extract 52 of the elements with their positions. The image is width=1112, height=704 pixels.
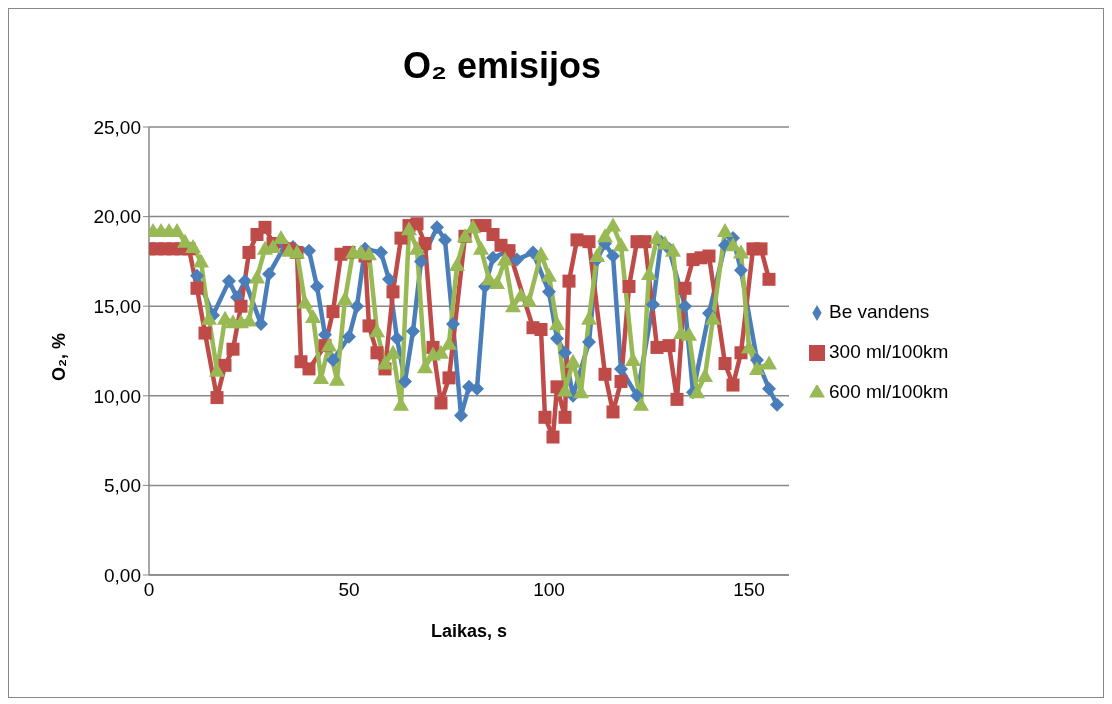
- point: [770, 397, 784, 412]
- point: [374, 245, 388, 260]
- legend-label: 600 ml/100km: [829, 381, 949, 402]
- x-tick-label: 100: [533, 579, 565, 601]
- point: [398, 374, 412, 389]
- point: [550, 331, 564, 346]
- y-tick-label: 20,00: [93, 206, 141, 228]
- point: [582, 335, 596, 350]
- point: [262, 266, 276, 281]
- point: [678, 299, 692, 314]
- y-tick-label: 25,00: [93, 116, 141, 138]
- point: [526, 245, 540, 260]
- point: [646, 297, 660, 312]
- point: [430, 220, 444, 235]
- point: [350, 299, 364, 314]
- y-tick-label: 5,00: [104, 475, 141, 497]
- point: [318, 327, 332, 342]
- point: [734, 263, 748, 278]
- legend-label: 300 ml/100km: [829, 341, 949, 362]
- y-axis-title: O₂, %: [49, 332, 70, 381]
- point: [446, 317, 460, 332]
- point: [406, 324, 420, 339]
- x-tick-label: 0: [143, 579, 155, 601]
- x-tick-label: 150: [733, 579, 765, 601]
- y-tick-label: 10,00: [93, 385, 141, 407]
- point: [614, 361, 628, 376]
- y-tick-label: 0,00: [104, 564, 141, 586]
- point: [542, 284, 556, 299]
- point: [558, 345, 572, 360]
- point: [302, 243, 316, 258]
- point: [438, 232, 452, 247]
- point: [310, 279, 324, 294]
- y-tick-label: 15,00: [93, 295, 141, 317]
- point: [510, 252, 524, 267]
- point: [414, 254, 428, 269]
- point: [762, 381, 776, 396]
- point: [606, 249, 620, 264]
- point: [454, 408, 468, 423]
- point: [486, 250, 500, 265]
- point: [470, 381, 484, 396]
- point: [342, 329, 356, 344]
- point: [222, 274, 236, 289]
- legend-label: Be vandens: [829, 301, 930, 322]
- point: [390, 331, 404, 346]
- point: [630, 388, 644, 403]
- x-tick-label: 50: [338, 579, 360, 601]
- point: [190, 268, 204, 283]
- chart-title: O₂ emisijos: [401, 45, 603, 87]
- point: [382, 272, 396, 287]
- point: [326, 352, 340, 367]
- x-axis-title: Laikas, s: [430, 621, 508, 641]
- point: [238, 274, 252, 289]
